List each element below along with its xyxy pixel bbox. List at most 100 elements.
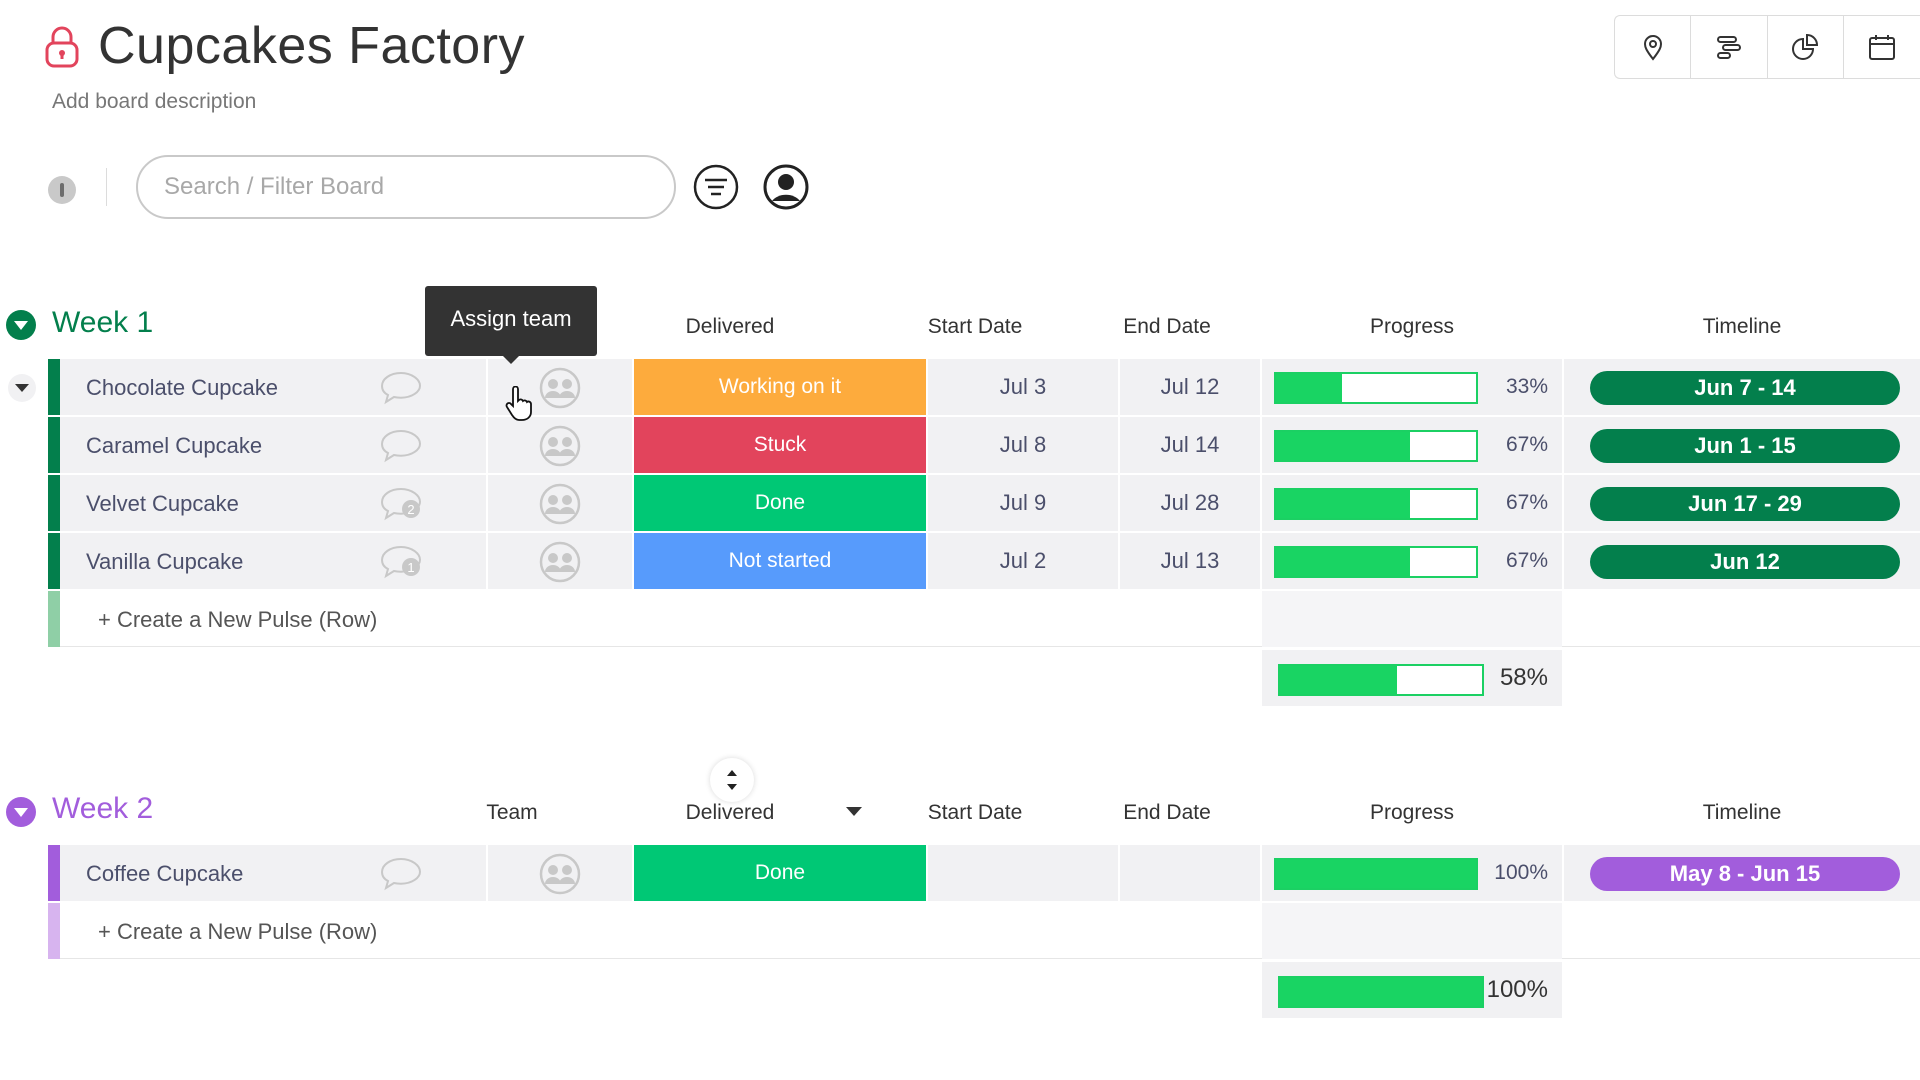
group-toggle-week2[interactable]	[6, 797, 36, 827]
team-cell[interactable]	[488, 845, 632, 901]
column-header-timeline[interactable]: Timeline	[1702, 801, 1782, 824]
progress-percent: 58%	[1499, 664, 1548, 691]
name-cell[interactable]: Coffee Cupcake	[60, 845, 486, 901]
group-toggle-week1[interactable]	[6, 310, 36, 340]
name-cell[interactable]: Chocolate Cupcake	[60, 359, 486, 415]
column-header-timeline[interactable]: Timeline	[1702, 315, 1782, 338]
comment-icon[interactable]	[378, 855, 424, 891]
team-icon[interactable]	[538, 483, 582, 525]
team-icon[interactable]	[538, 367, 582, 409]
name-cell[interactable]: Velvet Cupcake 2	[60, 475, 486, 531]
chart-view-button[interactable]	[1768, 16, 1844, 78]
timeline-pill[interactable]: May 8 - Jun 15	[1590, 857, 1900, 891]
map-view-button[interactable]	[1615, 16, 1692, 78]
progress-bar	[1274, 488, 1478, 520]
blank-cell	[1262, 903, 1562, 959]
column-dropdown-icon[interactable]	[846, 807, 862, 816]
timeline-pill[interactable]: Jun 7 - 14	[1590, 371, 1900, 405]
add-pulse-row[interactable]: + Create a New Pulse (Row)	[48, 591, 1920, 647]
team-cell[interactable]	[488, 533, 632, 589]
end-date-cell[interactable]: Jul 13	[1120, 533, 1260, 589]
column-header-progress[interactable]: Progress	[1369, 801, 1455, 824]
progress-fill	[1276, 432, 1410, 460]
pulse-name[interactable]: Caramel Cupcake	[86, 433, 263, 458]
timeline-cell[interactable]: Jun 12	[1564, 533, 1920, 589]
progress-fill	[1280, 978, 1482, 1006]
column-header-end-date[interactable]: End Date	[1123, 801, 1211, 824]
lock-icon[interactable]	[44, 24, 80, 68]
team-icon[interactable]	[538, 853, 582, 895]
column-header-delivered[interactable]: Delivered	[685, 801, 775, 824]
comment-icon[interactable]: 1	[378, 543, 424, 579]
timeline-pill[interactable]: Jun 1 - 15	[1590, 429, 1900, 463]
end-date-cell[interactable]: Jul 14	[1120, 417, 1260, 473]
team-icon[interactable]	[538, 541, 582, 583]
calendar-view-button[interactable]	[1844, 16, 1920, 78]
progress-fill	[1276, 490, 1410, 518]
status-cell[interactable]: Not started	[634, 533, 926, 589]
start-date-cell[interactable]: Jul 2	[928, 533, 1118, 589]
comment-icon[interactable]	[378, 427, 424, 463]
progress-bar	[1274, 546, 1478, 578]
end-date-cell[interactable]	[1120, 845, 1260, 901]
status-cell[interactable]: Done	[634, 475, 926, 531]
comment-icon[interactable]	[378, 369, 424, 405]
progress-percent: 67%	[1505, 433, 1548, 456]
search-input[interactable]	[136, 155, 676, 219]
status-cell[interactable]: Stuck	[634, 417, 926, 473]
pulse-name[interactable]: Vanilla Cupcake	[86, 549, 244, 574]
end-date-cell[interactable]: Jul 28	[1120, 475, 1260, 531]
progress-bar	[1278, 664, 1484, 696]
timeline-cell[interactable]: Jun 17 - 29	[1564, 475, 1920, 531]
column-header-start-date[interactable]: Start Date	[927, 801, 1023, 824]
column-header-start-date[interactable]: Start Date	[927, 315, 1023, 338]
timeline-pill[interactable]: Jun 17 - 29	[1590, 487, 1900, 521]
progress-cell: 67%	[1262, 417, 1562, 473]
gantt-view-button[interactable]	[1691, 16, 1768, 78]
board-title[interactable]: Cupcakes Factory	[98, 17, 526, 75]
add-pulse-row[interactable]: + Create a New Pulse (Row)	[48, 903, 1920, 959]
column-sort-handle[interactable]	[710, 758, 754, 802]
add-pulse-label[interactable]: + Create a New Pulse (Row)	[98, 919, 378, 944]
board-description[interactable]: Add board description	[52, 90, 257, 113]
column-header-end-date[interactable]: End Date	[1123, 315, 1211, 338]
group-title-week1[interactable]: Week 1	[52, 306, 154, 339]
start-date-cell[interactable]: Jul 3	[928, 359, 1118, 415]
name-cell[interactable]: Vanilla Cupcake 1	[60, 533, 486, 589]
team-cell[interactable]	[488, 475, 632, 531]
timeline-cell[interactable]: Jun 7 - 14	[1564, 359, 1920, 415]
team-icon[interactable]	[538, 425, 582, 467]
timeline-cell[interactable]: Jun 1 - 15	[1564, 417, 1920, 473]
row-menu-button[interactable]	[8, 374, 36, 402]
comment-icon[interactable]: 2	[378, 485, 424, 521]
calendar-icon	[1868, 35, 1895, 60]
status-cell[interactable]: Done	[634, 845, 926, 901]
pulse-name[interactable]: Velvet Cupcake	[86, 491, 239, 516]
group-title-week2[interactable]: Week 2	[52, 792, 154, 825]
start-date-cell[interactable]: Jul 9	[928, 475, 1118, 531]
column-header-delivered[interactable]: Delivered	[685, 315, 775, 338]
status-cell[interactable]: Working on it	[634, 359, 926, 415]
column-header-team[interactable]: Team	[486, 801, 538, 824]
person-filter-icon[interactable]	[762, 163, 810, 211]
progress-percent: 100%	[1486, 976, 1548, 1003]
team-cell[interactable]	[488, 417, 632, 473]
progress-bar	[1274, 372, 1478, 404]
info-icon[interactable]	[48, 176, 76, 204]
progress-percent: 67%	[1505, 549, 1548, 572]
pulse-name[interactable]: Coffee Cupcake	[86, 861, 244, 886]
progress-bar	[1278, 976, 1484, 1008]
pie-chart-icon	[1792, 33, 1819, 60]
add-pulse-label[interactable]: + Create a New Pulse (Row)	[98, 607, 378, 632]
column-header-progress[interactable]: Progress	[1369, 315, 1455, 338]
table-row: Caramel Cupcake Stuck Jul 8 Jul 14 67% J…	[48, 417, 1920, 473]
start-date-cell[interactable]	[928, 845, 1118, 901]
start-date-cell[interactable]: Jul 8	[928, 417, 1118, 473]
filter-icon[interactable]	[692, 163, 740, 211]
group-color-bar	[48, 903, 60, 959]
pulse-name[interactable]: Chocolate Cupcake	[86, 375, 279, 400]
timeline-cell[interactable]: May 8 - Jun 15	[1564, 845, 1920, 901]
timeline-pill[interactable]: Jun 12	[1590, 545, 1900, 579]
name-cell[interactable]: Caramel Cupcake	[60, 417, 486, 473]
end-date-cell[interactable]: Jul 12	[1120, 359, 1260, 415]
